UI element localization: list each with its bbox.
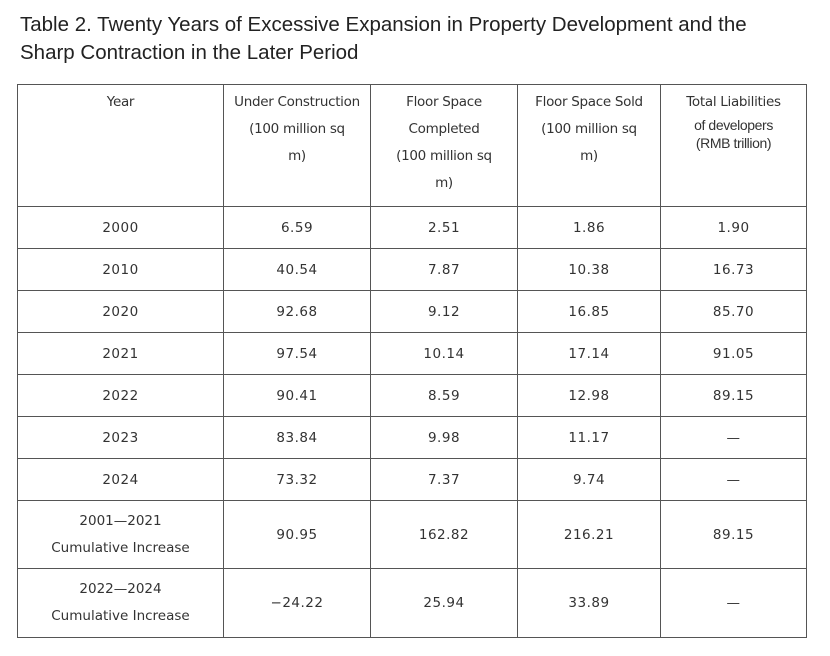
cell-floor-space-completed: 7.37 [370,458,518,501]
header-row: Year Under Construction (100 million sq m) F… [17,84,807,207]
header-line: (RMB trillion) [695,135,772,151]
header-line: Under Construction [234,94,360,110]
header-line: Total Liabilities [686,94,781,110]
cell-total-liabilities: 89.15 [660,500,807,569]
header-line: (100 million sq [541,121,637,137]
cell-floor-space-sold: 16.85 [517,290,661,333]
title-line-2: Sharp Contraction in the Later Period [20,41,359,64]
cell-floor-space-sold: 12.98 [517,374,661,417]
cell-total-liabilities: — [660,458,807,501]
table-title: Table 2. Twenty Years of Excessive Expan… [20,11,747,67]
cell-year: 2024 [17,458,224,501]
cell-floor-space-sold: 216.21 [517,500,661,569]
cell-floor-space-sold: 11.17 [517,416,661,459]
cell-floor-space-sold: 1.86 [517,206,661,249]
cell-floor-space-completed: 9.12 [370,290,518,333]
table-row: 2022 90.41 8.59 12.98 89.15 [17,374,807,417]
cell-year: 2010 [17,248,224,291]
cell-floor-space-completed: 162.82 [370,500,518,569]
table-row: 2022—2024 Cumulative Increase −24.22 25.94… [17,568,807,638]
cell-total-liabilities: — [660,568,807,638]
cell-year: 2020 [17,290,224,333]
column-header-floor-space-sold: Floor Space Sold (100 million sq m) [517,84,661,207]
cell-floor-space-completed: 9.98 [370,416,518,459]
column-header-floor-space-completed: Floor Space Completed (100 million sq m) [370,84,518,207]
column-header-year: Year [17,84,224,207]
header-line: Floor Space Sold [535,94,643,110]
cell-year: 2023 [17,416,224,459]
cell-under-construction: −24.22 [223,568,371,638]
table-row: 2021 97.54 10.14 17.14 91.05 [17,332,807,375]
header-line: (100 million sq [396,148,492,164]
cell-floor-space-completed: 10.14 [370,332,518,375]
cell-year: 2000 [17,206,224,249]
header-line: of developers [694,117,773,133]
cell-floor-space-sold: 33.89 [517,568,661,638]
header-line: m) [435,175,453,191]
title-line-1: Table 2. Twenty Years of Excessive Expan… [20,13,747,36]
header-line: m) [580,148,598,164]
cell-under-construction: 97.54 [223,332,371,375]
cell-under-construction: 73.32 [223,458,371,501]
cell-total-liabilities: 89.15 [660,374,807,417]
cell-total-liabilities: 1.90 [660,206,807,249]
cell-under-construction: 6.59 [223,206,371,249]
cell-under-construction: 83.84 [223,416,371,459]
cell-floor-space-sold: 9.74 [517,458,661,501]
cell-total-liabilities: 91.05 [660,332,807,375]
cell-floor-space-completed: 8.59 [370,374,518,417]
cell-total-liabilities: — [660,416,807,459]
table-row: 2001—2021 Cumulative Increase 90.95 162.82… [17,500,807,569]
cell-floor-space-completed: 2.51 [370,206,518,249]
cell-year: 2001—2021 Cumulative Increase [17,500,224,569]
cell-floor-space-sold: 10.38 [517,248,661,291]
table-row: 2020 92.68 9.12 16.85 85.70 [17,290,807,333]
column-header-under-construction: Under Construction (100 million sq m) [223,84,371,207]
column-header-total-liabilities: Total Liabilities of developers (RMB trill… [660,84,807,207]
cell-year: 2021 [17,332,224,375]
cell-total-liabilities: 16.73 [660,248,807,291]
table-row: 2010 40.54 7.87 10.38 16.73 [17,248,807,291]
cell-floor-space-completed: 7.87 [370,248,518,291]
cell-floor-space-completed: 25.94 [370,568,518,638]
table-row: 2023 83.84 9.98 11.17— [17,416,807,459]
cell-year: 2022 [17,374,224,417]
cell-under-construction: 90.95 [223,500,371,569]
header-line: Floor Space [406,94,482,110]
cell-year: 2022—2024 Cumulative Increase [17,568,224,638]
cell-under-construction: 40.54 [223,248,371,291]
header-line: Year [106,94,135,110]
cell-floor-space-sold: 17.14 [517,332,661,375]
cell-total-liabilities: 85.70 [660,290,807,333]
table-row: 2000 6.59 2.51 1.86 1.90 [17,206,807,249]
table-row: 2024 73.32 7.37 9.74— [17,458,807,501]
header-line: m) [288,148,306,164]
header-line: Completed [408,121,480,137]
property-development-table: Year Under Construction (100 million sq m) F… [17,84,807,638]
cell-under-construction: 90.41 [223,374,371,417]
header-line: (100 million sq [249,121,345,137]
cell-under-construction: 92.68 [223,290,371,333]
